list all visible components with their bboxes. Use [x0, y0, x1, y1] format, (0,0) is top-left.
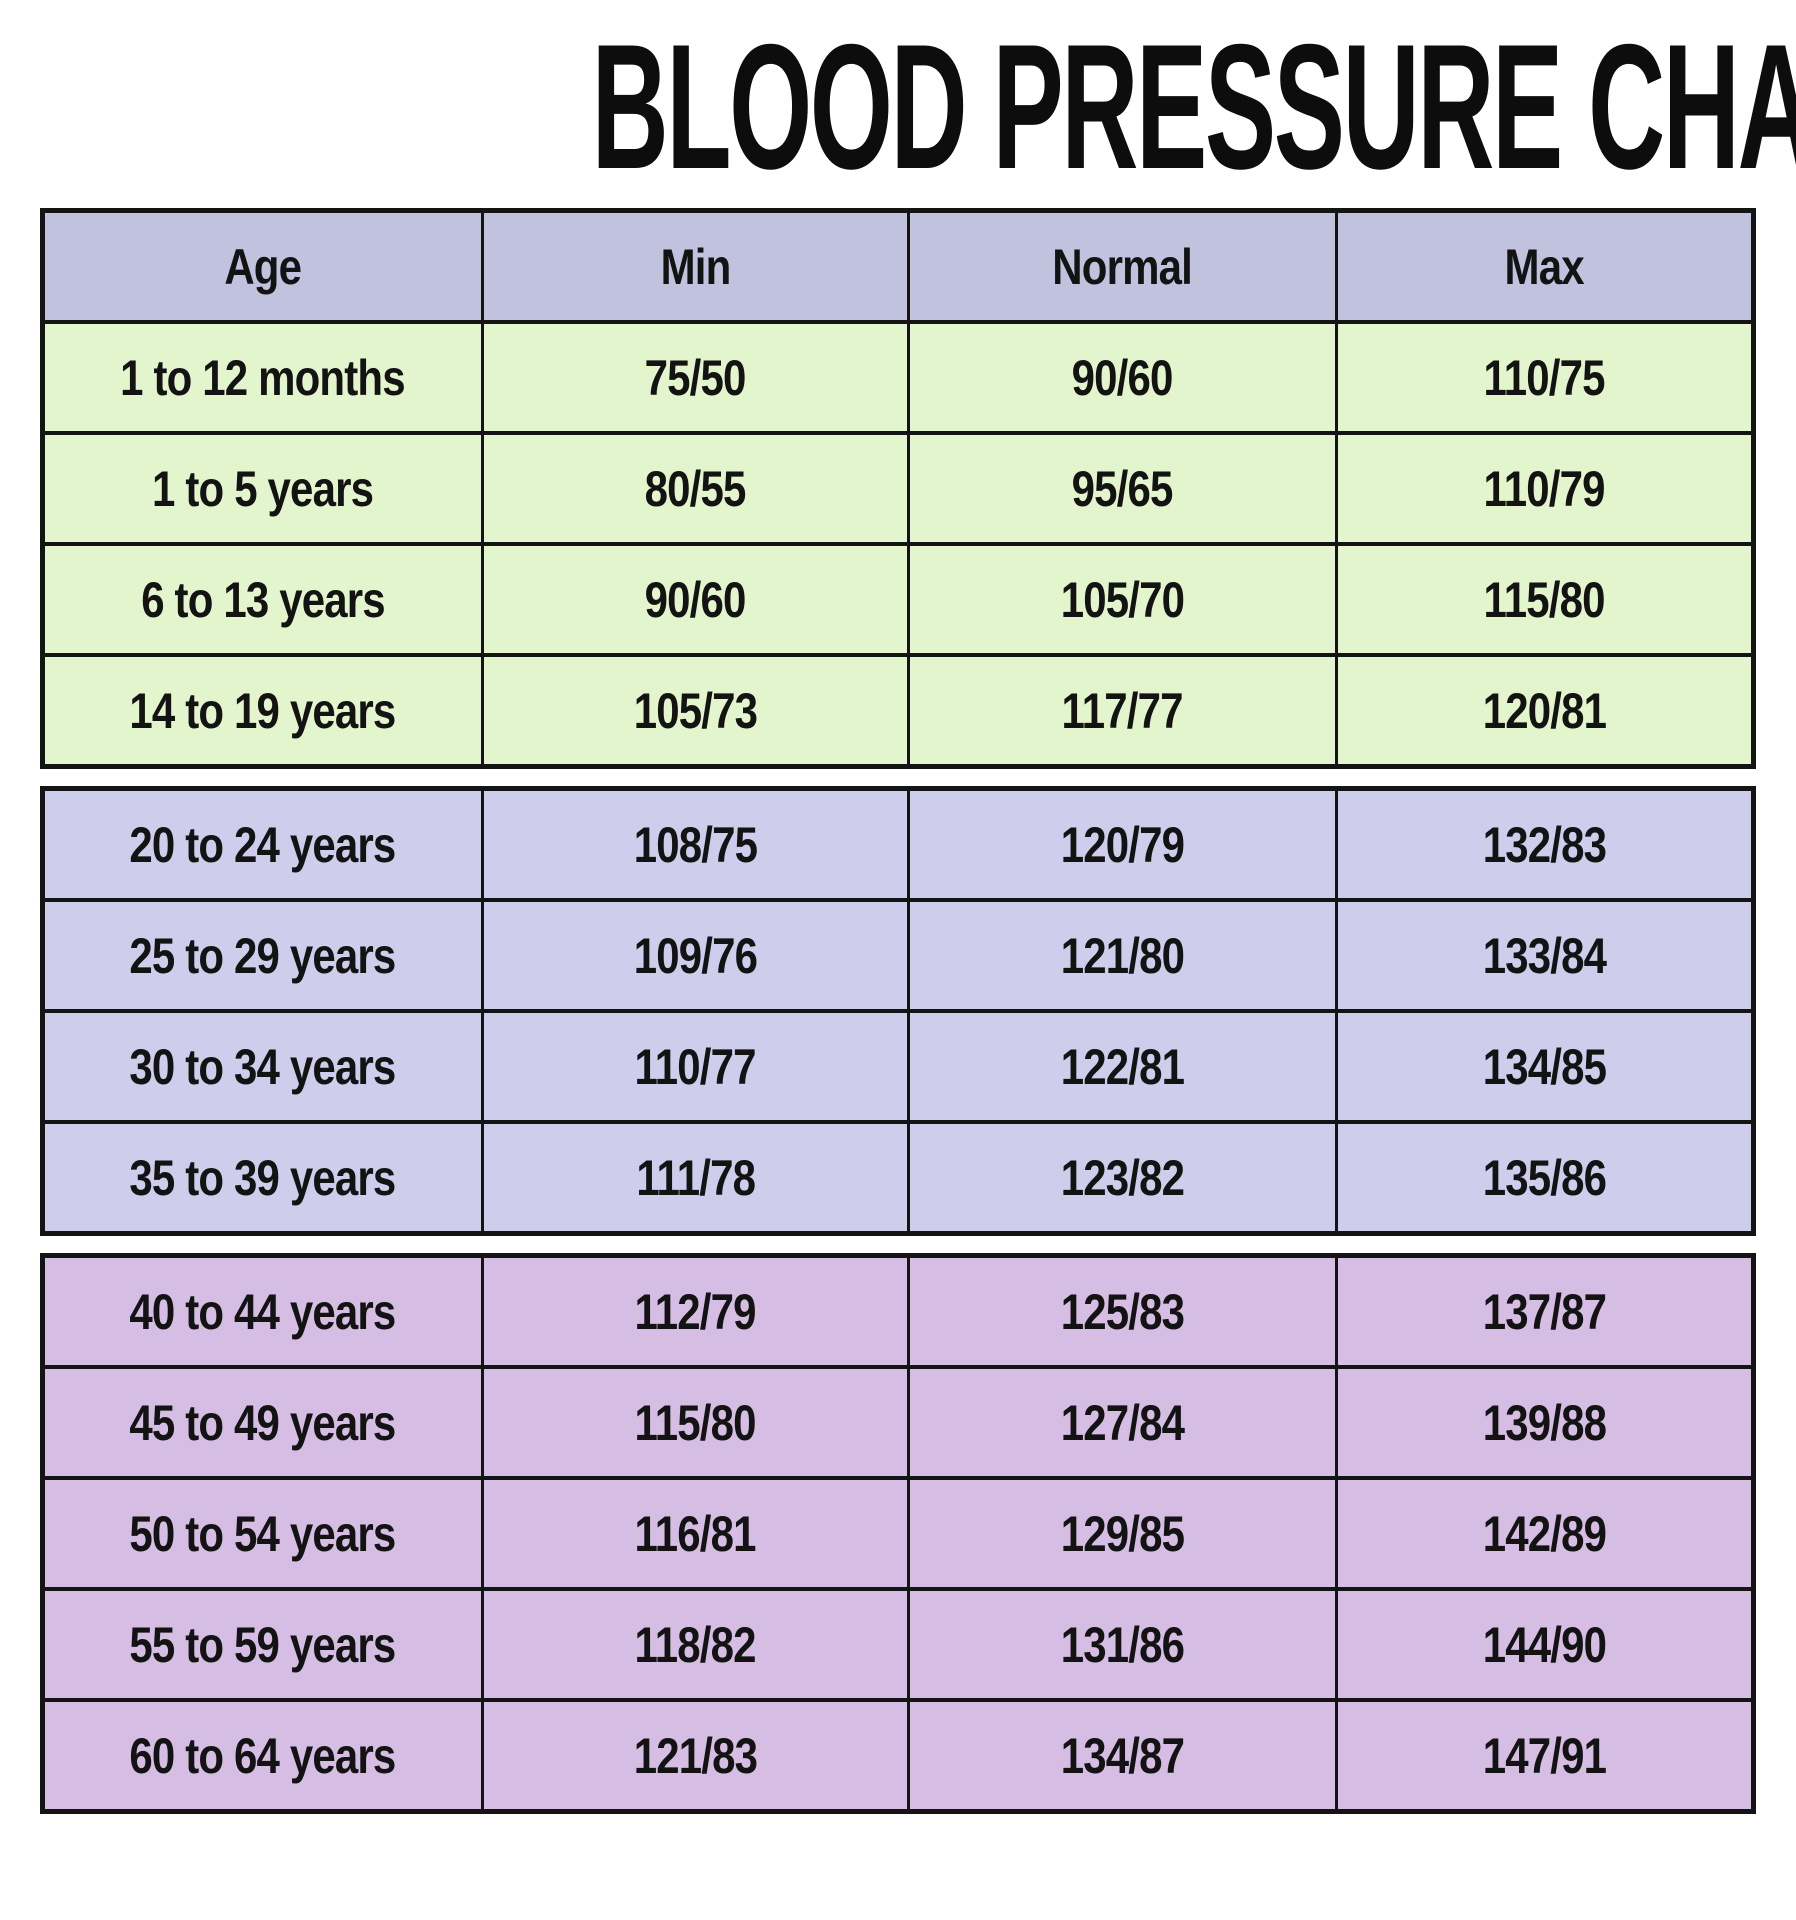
bp-value-cell: 95/65 — [906, 431, 1338, 546]
bp-value-cell: 105/73 — [480, 653, 910, 769]
bp-value-cell: 142/89 — [1334, 1476, 1755, 1591]
age-cell: 6 to 13 years — [41, 542, 484, 657]
bp-value-cell: 115/80 — [1334, 542, 1755, 657]
table-row: 1 to 5 years 80/55 95/65 110/79 — [41, 431, 1755, 546]
table-row: 45 to 49 years 115/80 127/84 139/88 — [41, 1365, 1755, 1480]
bp-value-cell: 123/82 — [906, 1120, 1338, 1236]
bp-value-cell: 121/83 — [480, 1698, 910, 1814]
bp-value-cell: 133/84 — [1334, 898, 1755, 1013]
bp-value-cell: 137/87 — [1334, 1253, 1755, 1369]
table-row: 1 to 12 months 75/50 90/60 110/75 — [41, 320, 1755, 435]
column-header-max: Max — [1334, 208, 1755, 324]
bp-value-cell: 125/83 — [906, 1253, 1338, 1369]
title-wrap: BLOOD PRESSURE CHART BY AGE — [0, 0, 1796, 208]
bp-value-cell: 132/83 — [1334, 786, 1755, 902]
bp-value-cell: 109/76 — [480, 898, 910, 1013]
age-cell: 55 to 59 years — [41, 1587, 484, 1702]
bp-value-cell: 118/82 — [480, 1587, 910, 1702]
age-cell: 50 to 54 years — [41, 1476, 484, 1591]
table-row: 40 to 44 years 112/79 125/83 137/87 — [41, 1253, 1755, 1369]
bp-value-cell: 135/86 — [1334, 1120, 1755, 1236]
table-row: 35 to 39 years 111/78 123/82 135/86 — [41, 1120, 1755, 1236]
bp-value-cell: 90/60 — [480, 542, 910, 657]
bp-value-cell: 117/77 — [906, 653, 1338, 769]
bp-value-cell: 120/79 — [906, 786, 1338, 902]
bp-value-cell: 134/85 — [1334, 1009, 1755, 1124]
age-cell: 40 to 44 years — [41, 1253, 484, 1369]
bp-value-cell: 110/79 — [1334, 431, 1755, 546]
age-cell: 25 to 29 years — [41, 898, 484, 1013]
age-cell: 20 to 24 years — [41, 786, 484, 902]
age-cell: 35 to 39 years — [41, 1120, 484, 1236]
column-header-min: Min — [480, 208, 910, 324]
column-header-age: Age — [41, 208, 484, 324]
age-cell: 60 to 64 years — [41, 1698, 484, 1814]
age-cell: 30 to 34 years — [41, 1009, 484, 1124]
bp-table-section-middle-age: 40 to 44 years 112/79 125/83 137/87 45 to 49… — [40, 1253, 1756, 1814]
bp-value-cell: 122/81 — [906, 1009, 1338, 1124]
bp-value-cell: 134/87 — [906, 1698, 1338, 1814]
table-row: 20 to 24 years 108/75 120/79 132/83 — [41, 786, 1755, 902]
bp-value-cell: 116/81 — [480, 1476, 910, 1591]
bp-value-cell: 75/50 — [480, 320, 910, 435]
bp-value-cell: 147/91 — [1334, 1698, 1755, 1814]
column-header-normal: Normal — [906, 208, 1338, 324]
bp-value-cell: 127/84 — [906, 1365, 1338, 1480]
bp-value-cell: 105/70 — [906, 542, 1338, 657]
table-row: 6 to 13 years 90/60 105/70 115/80 — [41, 542, 1755, 657]
table-row: 60 to 64 years 121/83 134/87 147/91 — [41, 1698, 1755, 1814]
bp-value-cell: 80/55 — [480, 431, 910, 546]
bp-value-cell: 120/81 — [1334, 653, 1755, 769]
bp-value-cell: 139/88 — [1334, 1365, 1755, 1480]
bp-value-cell: 115/80 — [480, 1365, 910, 1480]
bp-value-cell: 121/80 — [906, 898, 1338, 1013]
header-row: Age Min Normal Max — [41, 208, 1755, 324]
table-row: 55 to 59 years 118/82 131/86 144/90 — [41, 1587, 1755, 1702]
bp-value-cell: 129/85 — [906, 1476, 1338, 1591]
bp-value-cell: 112/79 — [480, 1253, 910, 1369]
age-cell: 1 to 5 years — [41, 431, 484, 546]
bp-table-section-infant-to-teen: Age Min Normal Max 1 to 12 months 75/50 90/60… — [40, 208, 1756, 769]
bp-value-cell: 110/75 — [1334, 320, 1755, 435]
bp-value-cell: 111/78 — [480, 1120, 910, 1236]
age-cell: 1 to 12 months — [41, 320, 484, 435]
page-title: BLOOD PRESSURE CHART BY AGE — [591, 7, 1796, 206]
bp-value-cell: 144/90 — [1334, 1587, 1755, 1702]
age-cell: 14 to 19 years — [41, 653, 484, 769]
bp-value-cell: 90/60 — [906, 320, 1338, 435]
bp-value-cell: 131/86 — [906, 1587, 1338, 1702]
table-row: 30 to 34 years 110/77 122/81 134/85 — [41, 1009, 1755, 1124]
age-cell: 45 to 49 years — [41, 1365, 484, 1480]
bp-value-cell: 110/77 — [480, 1009, 910, 1124]
table-row: 50 to 54 years 116/81 129/85 142/89 — [41, 1476, 1755, 1591]
table-row: 25 to 29 years 109/76 121/80 133/84 — [41, 898, 1755, 1013]
bp-value-cell: 108/75 — [480, 786, 910, 902]
bp-table-section-young-adult: 20 to 24 years 108/75 120/79 132/83 25 to 29… — [40, 786, 1756, 1236]
table-row: 14 to 19 years 105/73 117/77 120/81 — [41, 653, 1755, 769]
